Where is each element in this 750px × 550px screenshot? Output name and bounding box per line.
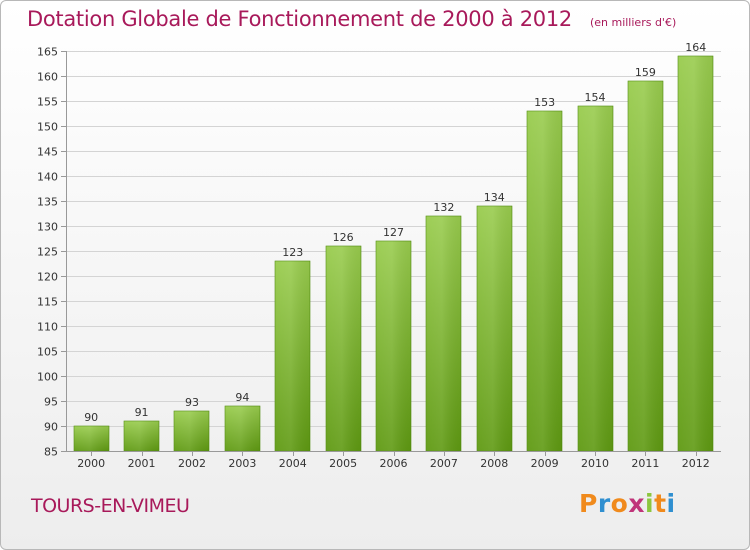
bar-shine (174, 411, 209, 451)
logo-letter: o (610, 489, 629, 518)
logo-letter: P (579, 489, 598, 518)
value-label: 91 (135, 406, 149, 419)
bar-shine (628, 81, 663, 451)
y-tick-label: 165 (37, 46, 58, 59)
x-tick-label: 2011 (631, 457, 659, 470)
bar-shine (326, 246, 361, 451)
y-tick-label: 85 (44, 446, 58, 459)
y-tick-label: 140 (37, 171, 58, 184)
logo-letter: x (628, 489, 645, 518)
y-tick-label: 125 (37, 246, 58, 259)
value-label: 159 (635, 66, 656, 79)
x-tick-label: 2002 (178, 457, 206, 470)
logo-letter: i (666, 489, 676, 518)
y-tick-label: 95 (44, 396, 58, 409)
y-tick-label: 100 (37, 371, 58, 384)
y-tick-label: 150 (37, 121, 58, 134)
value-label: 132 (433, 201, 454, 214)
city-name: TOURS-EN-VIMEU (31, 495, 190, 517)
y-tick-label: 120 (37, 271, 58, 284)
y-tick-label: 145 (37, 146, 58, 159)
value-label: 127 (383, 226, 404, 239)
value-label: 164 (685, 41, 706, 54)
x-tick-label: 2005 (329, 457, 357, 470)
value-label: 90 (84, 411, 98, 424)
value-label: 154 (585, 91, 606, 104)
y-tick-label: 115 (37, 296, 58, 309)
x-tick-label: 2012 (682, 457, 710, 470)
y-tick-label: 155 (37, 96, 58, 109)
x-tick-label: 2000 (77, 457, 105, 470)
y-tick-label: 135 (37, 196, 58, 209)
chart-header: Dotation Globale de Fonctionnement de 20… (27, 7, 676, 31)
bar-shine (74, 426, 109, 451)
x-tick-label: 2008 (480, 457, 508, 470)
value-label: 123 (282, 246, 303, 259)
logo-letter: t (654, 489, 667, 518)
x-tick-label: 2003 (228, 457, 256, 470)
y-tick-label: 130 (37, 221, 58, 234)
bar-shine (578, 106, 613, 451)
y-tick-label: 105 (37, 346, 58, 359)
y-tick-label: 110 (37, 321, 58, 334)
bar-shine (477, 206, 512, 451)
bar-shine (225, 406, 260, 451)
value-label: 153 (534, 96, 555, 109)
bar-shine (124, 421, 159, 451)
value-label: 93 (185, 396, 199, 409)
x-tick-label: 2001 (128, 457, 156, 470)
bar-shine (426, 216, 461, 451)
x-tick-label: 2006 (380, 457, 408, 470)
value-label: 134 (484, 191, 505, 204)
y-tick-label: 160 (37, 71, 58, 84)
x-tick-label: 2009 (531, 457, 559, 470)
y-tick-label: 90 (44, 421, 58, 434)
bar-shine (376, 241, 411, 451)
chart-title: Dotation Globale de Fonctionnement de 20… (27, 7, 572, 31)
bar-shine (527, 111, 562, 451)
value-label: 126 (333, 231, 354, 244)
logo-letter: r (597, 489, 611, 518)
x-tick-label: 2007 (430, 457, 458, 470)
bar-shine (678, 56, 713, 451)
logo-letter: i (645, 489, 655, 518)
chart-subtitle: (en milliers d'€) (589, 16, 677, 29)
x-tick-label: 2004 (279, 457, 307, 470)
value-label: 94 (235, 391, 249, 404)
bar-shine (275, 261, 310, 451)
proxiti-logo: Proxiti (579, 489, 676, 518)
x-tick-label: 2010 (581, 457, 609, 470)
